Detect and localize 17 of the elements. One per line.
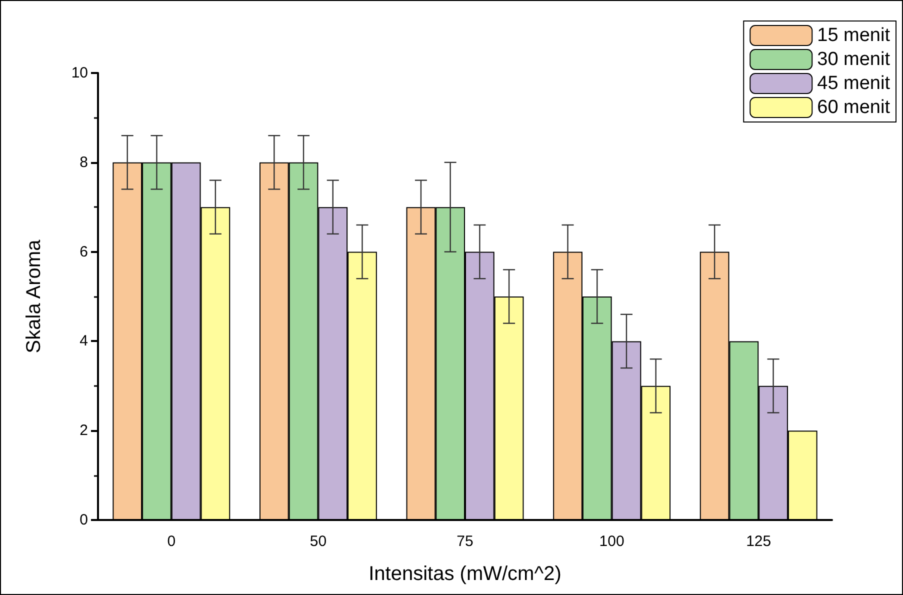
y-tick-label: 10: [71, 64, 88, 82]
x-tick-label: 75: [456, 533, 474, 550]
x-tick-label: 100: [599, 533, 624, 550]
y-tick-label: 4: [80, 332, 88, 350]
y-tick-label: 2: [80, 422, 88, 440]
x-tick-label: 0: [167, 533, 176, 550]
x-tick-label: 50: [310, 533, 327, 550]
legend-label: 15 menit: [817, 25, 891, 46]
x-axis-title: Intensitas (mW/cm^2): [368, 563, 562, 585]
legend-label: 60 menit: [817, 97, 891, 118]
legend-label: 45 menit: [817, 73, 891, 94]
legend-label: 30 menit: [817, 49, 891, 70]
x-tick-label: 125: [746, 533, 772, 550]
y-axis-title: Skala Aroma: [23, 238, 45, 354]
y-tick-label: 6: [80, 243, 88, 260]
y-tick-label: 0: [80, 512, 88, 528]
y-tick-label: 8: [80, 154, 88, 171]
